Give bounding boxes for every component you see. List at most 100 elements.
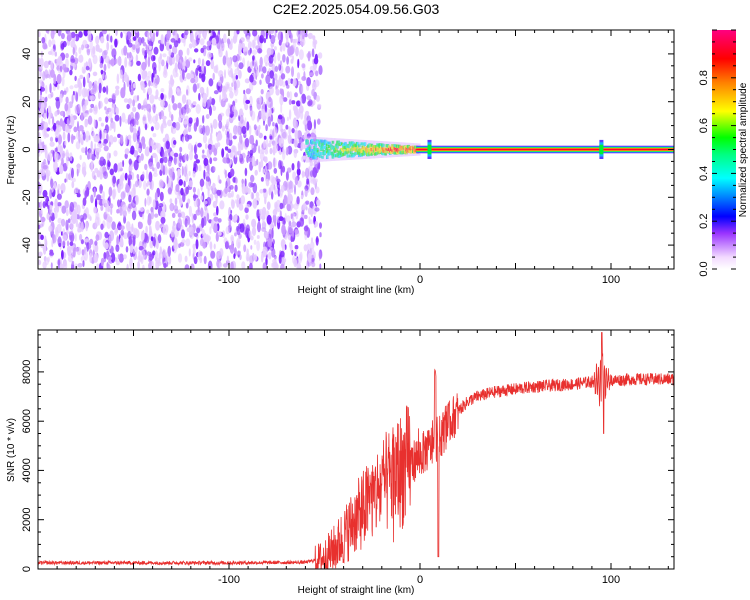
heatmap-cell — [413, 143, 416, 156]
heatmap-cell — [416, 148, 674, 151]
heatmap-cell — [172, 55, 175, 65]
heatmap-cell — [142, 42, 147, 47]
heatmap-cell — [262, 168, 266, 174]
colorbar-label: Normalized spectral amplitude — [738, 82, 749, 217]
heatmap-cell — [218, 262, 223, 268]
heatmap-cell — [155, 31, 159, 37]
heatmap-cell — [409, 142, 412, 157]
heatmap-cell — [95, 44, 100, 52]
heatmap-cell — [142, 116, 146, 121]
heatmap-cell — [183, 153, 187, 161]
heatmap-cell — [295, 210, 299, 220]
heatmap-cell — [93, 107, 98, 115]
heatmap-cell — [148, 225, 152, 231]
heatmap-cell — [268, 86, 274, 96]
heatmap-cell — [301, 170, 305, 179]
heatmap-cell — [287, 77, 291, 85]
heatmap-cell — [90, 95, 95, 101]
heatmap-cell — [77, 120, 79, 132]
heatmap-cell — [321, 155, 324, 159]
heatmap-cell — [97, 216, 101, 226]
heatmap-cell — [173, 140, 177, 145]
heatmap-cell — [268, 55, 274, 64]
heatmap-cell — [312, 141, 315, 145]
heatmap-cell — [67, 132, 71, 143]
heatmap-cell — [193, 122, 198, 132]
heatmap-cell — [179, 146, 183, 153]
heatmap-cell — [230, 261, 234, 269]
heatmap-cell — [256, 240, 260, 252]
heatmap-cell — [219, 94, 222, 103]
heatmap-cell — [269, 30, 275, 35]
heatmap-cell — [49, 216, 52, 223]
heatmap-cell — [209, 226, 212, 235]
heatmap-cell — [168, 50, 172, 56]
heatmap-cell — [171, 94, 175, 104]
heatmap-cell — [176, 192, 180, 200]
heatmap-cell — [236, 227, 241, 236]
heatmap-cell — [89, 238, 94, 245]
heatmap-cell — [407, 142, 410, 157]
heatmap-cell — [146, 195, 151, 206]
heatmap-cell — [38, 170, 41, 181]
heatmap-cell — [105, 116, 109, 123]
heatmap-cell — [225, 50, 228, 61]
heatmap-cell — [135, 54, 139, 63]
heatmap-cell — [65, 96, 69, 104]
heatmap-cell — [244, 117, 247, 128]
heatmap-cell — [329, 137, 332, 162]
heatmap-cell — [279, 94, 284, 106]
heatmap-cell — [51, 39, 56, 46]
heatmap-cell — [114, 114, 120, 122]
heatmap-cell — [348, 154, 352, 158]
heatmap-cell — [117, 133, 121, 138]
heatmap-cell — [307, 32, 313, 40]
heatmap-cell — [259, 208, 264, 215]
heatmap-cell — [86, 48, 91, 56]
heatmap-cell — [127, 98, 133, 105]
heatmap-cell — [301, 85, 304, 94]
heatmap-cell — [53, 73, 57, 85]
heatmap-cell — [278, 39, 282, 46]
heatmap-cell — [290, 236, 293, 243]
heatmap-cell — [119, 206, 123, 216]
heatmap-cell — [55, 230, 59, 238]
heatmap-cell — [118, 253, 124, 263]
heatmap-cell — [277, 52, 281, 62]
heatmap-cell — [168, 82, 173, 93]
heatmap-cell — [212, 72, 215, 81]
heatmap-cell — [159, 180, 165, 188]
heatmap-cell — [71, 167, 74, 179]
heatmap-cell — [141, 37, 145, 44]
heatmap-cell — [96, 263, 100, 269]
heatmap-cell — [160, 88, 165, 93]
heatmap-cell — [123, 232, 128, 240]
heatmap-cell — [177, 156, 180, 165]
heatmap-cell — [300, 111, 304, 120]
heatmap-cell — [82, 260, 85, 268]
heatmap-cell — [138, 156, 142, 164]
heatmap-cell — [267, 161, 273, 170]
heatmap-cell — [296, 196, 300, 205]
heatmap-cell — [316, 199, 321, 207]
heatmap-cell — [113, 163, 118, 173]
heatmap-cell — [223, 157, 228, 164]
heatmap-cell — [379, 141, 382, 158]
heatmap-cell — [354, 146, 358, 149]
heatmap-cell — [143, 180, 147, 191]
heatmap-cell — [46, 30, 50, 35]
heatmap-cell — [173, 152, 179, 158]
heatmap-cell — [293, 137, 299, 148]
heatmap-cell — [284, 244, 287, 250]
heatmap-cell — [328, 152, 331, 155]
heatmap-cell — [76, 213, 80, 220]
heatmap-cell — [92, 71, 98, 77]
heatmap-cell — [50, 178, 54, 189]
heatmap-cell — [95, 35, 100, 45]
heatmap-cell — [111, 221, 116, 231]
heatmap-cell — [65, 149, 69, 160]
heatmap-cell — [61, 218, 66, 227]
heatmap-cell — [123, 45, 128, 56]
heatmap-cell — [93, 187, 96, 198]
heatmap-cell — [86, 242, 92, 250]
